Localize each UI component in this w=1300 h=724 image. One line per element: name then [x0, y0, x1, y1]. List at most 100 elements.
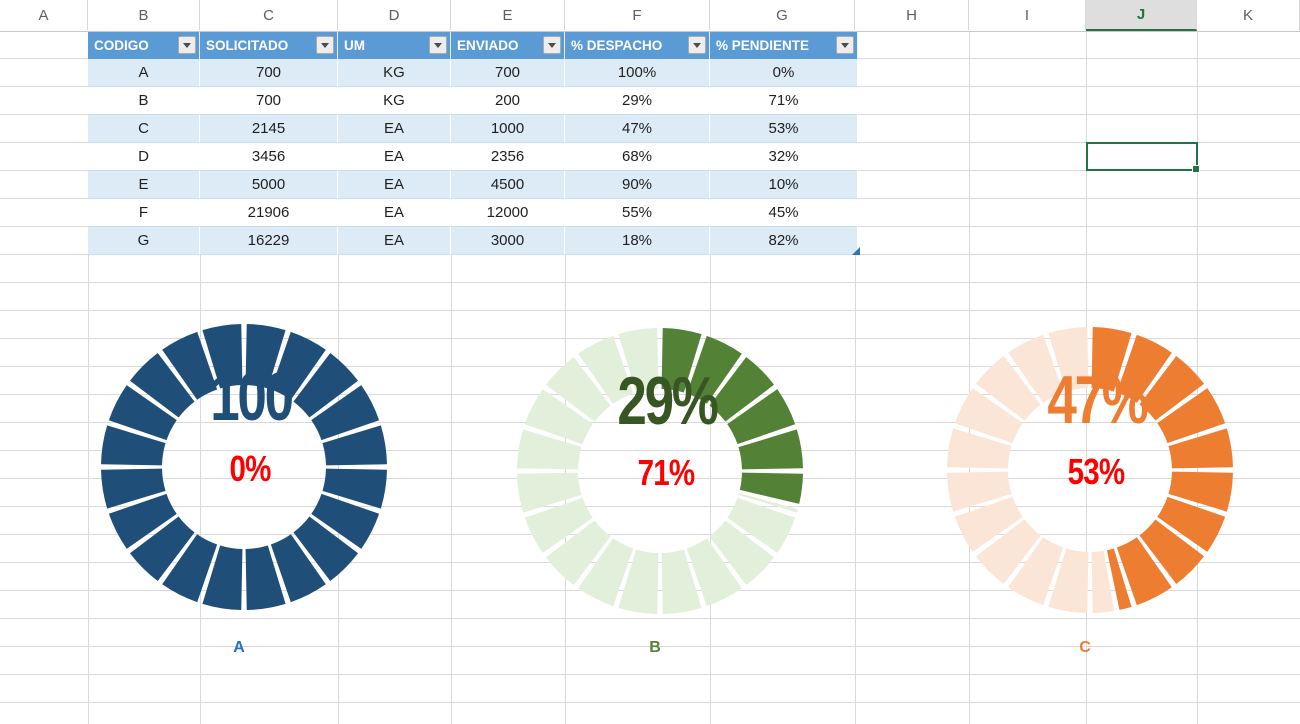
filter-dropdown-button[interactable]	[836, 36, 854, 54]
table-cell[interactable]: A	[88, 59, 200, 87]
doughnut-segment	[954, 388, 1023, 444]
table-cell[interactable]: 47%	[565, 115, 710, 143]
chart-title-label[interactable]: C	[1079, 639, 1091, 656]
column-header-J[interactable]: J	[1086, 0, 1197, 31]
doughnut-segment	[202, 545, 243, 610]
chevron-down-icon	[841, 42, 849, 48]
table-header-um[interactable]: UM	[338, 31, 451, 59]
table-header-codigo[interactable]: CODIGO	[88, 31, 200, 59]
column-header-I[interactable]: I	[969, 0, 1086, 30]
fill-handle[interactable]	[1192, 165, 1200, 173]
table-cell[interactable]: 18%	[565, 227, 710, 255]
table-cell[interactable]: 5000	[200, 171, 338, 199]
doughnut-segment	[524, 389, 593, 445]
filter-dropdown-button[interactable]	[688, 36, 706, 54]
doughnut-segment	[1116, 537, 1172, 606]
doughnut-segment	[661, 328, 702, 393]
table-cell[interactable]: 53%	[710, 115, 858, 143]
table-cell[interactable]: C	[88, 115, 200, 143]
doughnut-chart-b[interactable]	[517, 328, 803, 614]
table-cell[interactable]: 12000	[451, 199, 565, 227]
table-cell[interactable]: EA	[338, 227, 451, 255]
table-cell[interactable]: EA	[338, 115, 451, 143]
column-header-C[interactable]: C	[200, 0, 338, 30]
doughnut-segment	[322, 425, 387, 466]
column-header-F[interactable]: F	[565, 0, 710, 30]
column-header-H[interactable]: H	[855, 0, 969, 30]
column-header-E[interactable]: E	[451, 0, 565, 30]
table-cell[interactable]: 3000	[451, 227, 565, 255]
table-cell[interactable]: D	[88, 143, 200, 171]
table-cell[interactable]: EA	[338, 199, 451, 227]
column-header-K[interactable]: K	[1197, 0, 1300, 30]
table-cell[interactable]: 71%	[710, 87, 858, 115]
filter-dropdown-button[interactable]	[543, 36, 561, 54]
table-cell[interactable]: 4500	[451, 171, 565, 199]
doughnut-segment	[101, 425, 166, 466]
table-cell[interactable]: 0%	[710, 59, 858, 87]
table-cell[interactable]: 200	[451, 87, 565, 115]
doughnut-segment	[129, 516, 195, 582]
column-header-B[interactable]: B	[88, 0, 200, 30]
table-cell[interactable]: 3456	[200, 143, 338, 171]
doughnut-segment	[727, 389, 796, 445]
column-header-G[interactable]: G	[710, 0, 855, 30]
column-header-D[interactable]: D	[338, 0, 451, 30]
chevron-down-icon	[434, 42, 442, 48]
table-cell[interactable]: 10%	[710, 171, 858, 199]
table-cell[interactable]: EA	[338, 171, 451, 199]
active-cell[interactable]	[1086, 142, 1200, 173]
doughnut-segment	[661, 549, 702, 614]
doughnut-segment	[1116, 334, 1172, 403]
filter-dropdown-button[interactable]	[316, 36, 334, 54]
chart-title-label[interactable]: B	[649, 639, 661, 656]
column-header-A[interactable]: A	[0, 0, 88, 30]
doughnut-segment	[686, 538, 742, 607]
table-cell[interactable]: KG	[338, 59, 451, 87]
chevron-down-icon	[693, 42, 701, 48]
table-header-enviado[interactable]: ENVIADO	[451, 31, 565, 59]
filter-dropdown-button[interactable]	[178, 36, 196, 54]
table-cell[interactable]: 2356	[451, 143, 565, 171]
table-cell[interactable]: EA	[338, 143, 451, 171]
table-cell[interactable]: B	[88, 87, 200, 115]
table-cell[interactable]: KG	[338, 87, 451, 115]
table-header--pendiente[interactable]: % PENDIENTE	[710, 31, 858, 59]
doughnut-segment	[322, 468, 387, 509]
chart-title-label[interactable]: A	[233, 639, 245, 656]
doughnut-segment	[108, 385, 177, 441]
table-cell[interactable]: F	[88, 199, 200, 227]
table-cell[interactable]: 21906	[200, 199, 338, 227]
table-cell[interactable]: 700	[200, 59, 338, 87]
table-row: B 700 KG 200 29% 71%	[88, 87, 858, 115]
table-cell[interactable]: 68%	[565, 143, 710, 171]
doughnut-segment	[1048, 327, 1089, 392]
table-header-solicitado[interactable]: SOLICITADO	[200, 31, 338, 59]
doughnut-segment	[1008, 537, 1064, 606]
table-cell[interactable]: 29%	[565, 87, 710, 115]
table-cell[interactable]: 55%	[565, 199, 710, 227]
table-cell[interactable]: E	[88, 171, 200, 199]
doughnut-segment	[162, 331, 218, 400]
table-cell[interactable]: G	[88, 227, 200, 255]
table-cell[interactable]: 82%	[710, 227, 858, 255]
table-cell[interactable]: 16229	[200, 227, 338, 255]
table-header--despacho[interactable]: % DESPACHO	[565, 31, 710, 59]
table-cell[interactable]: 1000	[451, 115, 565, 143]
doughnut-segment	[1139, 519, 1205, 585]
table-cell[interactable]: 32%	[710, 143, 858, 171]
doughnut-chart-c[interactable]	[947, 327, 1233, 613]
table-cell[interactable]: 45%	[710, 199, 858, 227]
table-cell[interactable]: 700	[200, 87, 338, 115]
table-cell[interactable]: 2145	[200, 115, 338, 143]
table-cell[interactable]: 100%	[565, 59, 710, 87]
doughnut-segment	[954, 496, 1023, 552]
doughnut-segment	[975, 519, 1041, 585]
table-resize-handle[interactable]	[852, 247, 860, 255]
table-cell[interactable]: 700	[451, 59, 565, 87]
table-cell[interactable]: 90%	[565, 171, 710, 199]
doughnut-segment	[1048, 548, 1089, 613]
doughnut-chart-a[interactable]	[101, 324, 387, 610]
filter-dropdown-button[interactable]	[429, 36, 447, 54]
